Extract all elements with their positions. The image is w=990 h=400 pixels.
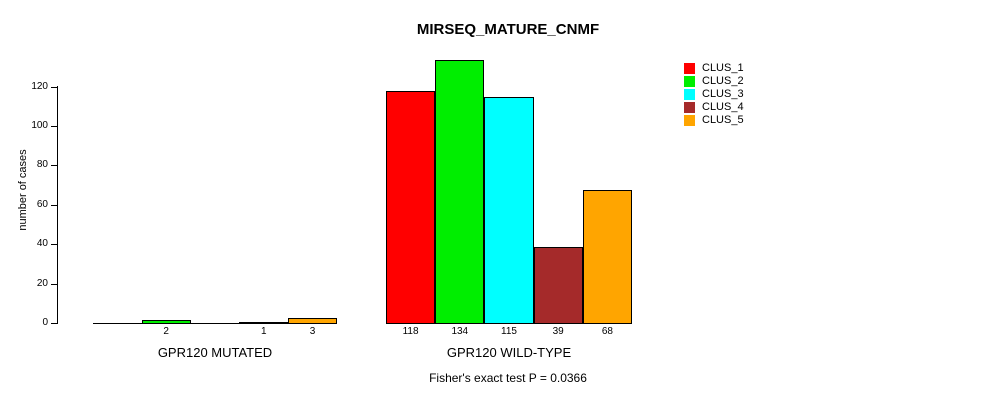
x-axis-baseline bbox=[93, 323, 337, 324]
bar-value-label: 39 bbox=[552, 326, 564, 337]
y-axis-tick bbox=[51, 323, 57, 324]
x-group-label-mutated: GPR120 MUTATED bbox=[157, 345, 273, 360]
chart-title: MIRSEQ_MATURE_CNMF bbox=[416, 21, 600, 38]
legend-item-label: CLUS_3 bbox=[702, 88, 744, 100]
y-axis-tick-label: 40 bbox=[36, 238, 48, 250]
bar-value-label: 115 bbox=[501, 326, 517, 337]
bar-value-label: 118 bbox=[402, 326, 419, 337]
bar-clus_2 bbox=[435, 60, 485, 324]
bar-clus_5 bbox=[582, 190, 632, 324]
x-group-label-wild-type: GPR120 WILD-TYPE bbox=[446, 345, 572, 360]
y-axis-tick bbox=[51, 204, 57, 206]
legend-item-label: CLUS_2 bbox=[702, 75, 744, 87]
bar-value-label: 68 bbox=[601, 326, 613, 337]
y-axis-tick bbox=[51, 86, 57, 88]
y-axis-tick-label: 0 bbox=[42, 317, 48, 328]
legend-item-label: CLUS_5 bbox=[702, 114, 744, 126]
bar-clus_4 bbox=[239, 322, 289, 324]
bar-clus_2 bbox=[141, 320, 191, 324]
legend-item: CLUS_2 bbox=[684, 75, 744, 88]
legend-item: CLUS_1 bbox=[684, 62, 744, 75]
legend: CLUS_1 CLUS_2 CLUS_3 CLUS_4 CLUS_5 bbox=[684, 62, 744, 127]
bar-clus_1 bbox=[386, 91, 436, 324]
bar-clus_4 bbox=[533, 247, 583, 324]
legend-swatch bbox=[684, 89, 695, 100]
bar-value-label: 134 bbox=[451, 326, 469, 337]
fisher-test-annotation: Fisher's exact test P = 0.0366 bbox=[429, 371, 587, 385]
y-axis-tick-label: 120 bbox=[31, 80, 48, 92]
bar-value-label: 1 bbox=[261, 326, 267, 337]
y-axis-tick bbox=[51, 283, 57, 285]
legend-item: CLUS_4 bbox=[684, 101, 744, 114]
y-axis-tick-label: 20 bbox=[36, 277, 48, 289]
legend-swatch bbox=[684, 63, 695, 74]
bar-clus_5 bbox=[288, 318, 337, 324]
legend-swatch bbox=[684, 102, 695, 113]
legend-item: CLUS_3 bbox=[684, 88, 744, 101]
legend-swatch bbox=[684, 115, 695, 126]
y-axis-tick-label: 60 bbox=[36, 198, 48, 210]
y-axis-tick-label: 80 bbox=[36, 159, 48, 171]
y-axis-tick bbox=[51, 125, 57, 127]
bar-value-label: 3 bbox=[309, 326, 316, 337]
bar-value-label: 2 bbox=[163, 326, 169, 337]
legend-item-label: CLUS_4 bbox=[702, 101, 744, 113]
y-axis-line bbox=[57, 86, 58, 324]
y-axis-tick bbox=[51, 165, 57, 167]
y-axis-tick-label: 100 bbox=[31, 119, 48, 131]
legend-item-label: CLUS_1 bbox=[702, 62, 744, 74]
bar-clus_3 bbox=[484, 97, 534, 324]
legend-swatch bbox=[684, 76, 695, 87]
legend-item: CLUS_5 bbox=[684, 114, 744, 127]
y-axis-tick bbox=[51, 244, 57, 246]
